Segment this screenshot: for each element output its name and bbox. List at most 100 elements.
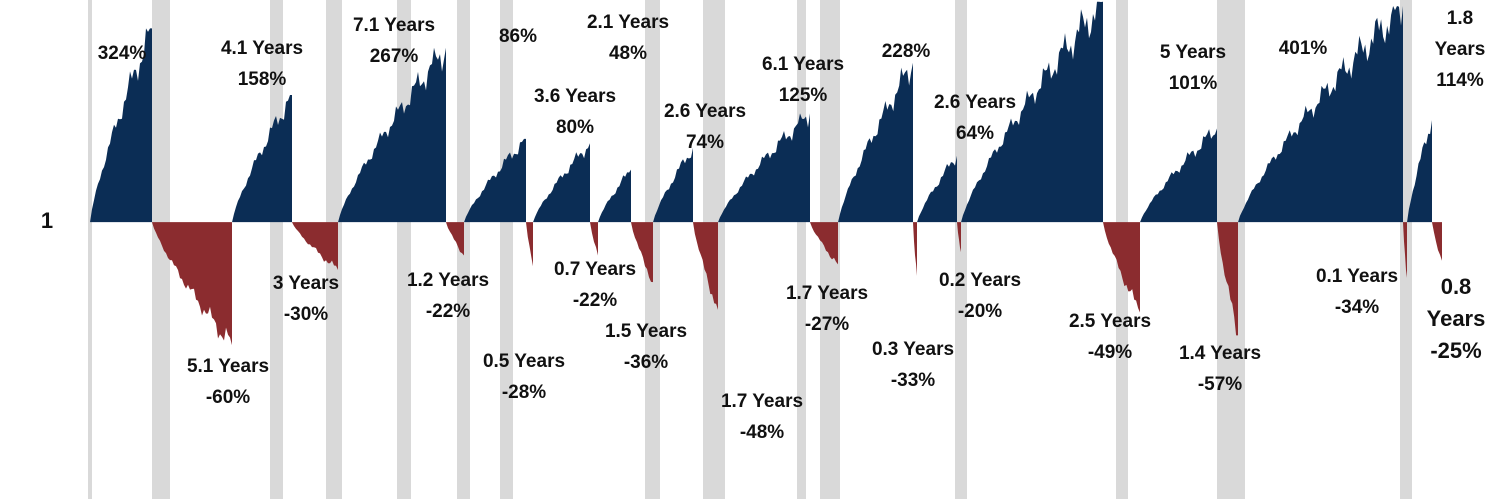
duration-label: 7.1 Years (352, 15, 436, 36)
bull-market-area (1238, 6, 1403, 223)
duration-label: 1.7 Years (720, 391, 804, 412)
duration-label: 0.8 Years (1426, 274, 1486, 331)
segment-label: 1.8 Years 114% (1428, 3, 1492, 96)
duration-label: 0.2 Years (938, 270, 1022, 291)
value-label: -34% (1334, 297, 1380, 318)
segment-label: 1.2 Years -22% (407, 265, 489, 327)
segment-label: 1.7 Years -48% (721, 386, 803, 448)
value-label: 64% (955, 123, 995, 144)
bear-market-area (957, 222, 961, 253)
value-label: 228% (881, 41, 931, 62)
segment-label: 324% (98, 38, 147, 69)
duration-label: 2.6 Years (933, 92, 1017, 113)
value-label: -33% (890, 370, 936, 391)
duration-label: 5 Years (1159, 42, 1227, 63)
bull-market-area (1140, 128, 1217, 223)
duration-label: 1.7 Years (785, 283, 869, 304)
segment-label: 3 Years -30% (273, 268, 339, 330)
bear-market-area (292, 222, 338, 270)
bull-market-area (653, 147, 693, 223)
segment-label: 228% (882, 36, 931, 67)
segment-label: 1.5 Years -36% (605, 316, 687, 378)
bear-market-area (526, 222, 533, 267)
value-label: 158% (237, 69, 287, 90)
segment-label: 2.5 Years -49% (1069, 306, 1151, 368)
duration-label: 0.1 Years (1315, 266, 1399, 287)
value-label: 401% (1278, 38, 1328, 59)
duration-label: 2.1 Years (586, 12, 670, 33)
value-label: -27% (804, 314, 850, 335)
duration-label: 2.6 Years (663, 101, 747, 122)
segment-label: 1.7 Years -27% (786, 278, 868, 340)
bear-market-area (913, 222, 917, 276)
duration-label: 0.3 Years (871, 339, 955, 360)
duration-label: 0.7 Years (553, 259, 637, 280)
duration-label: 3 Years (272, 273, 340, 294)
value-label: 48% (608, 43, 648, 64)
duration-label: 5.1 Years (186, 356, 270, 377)
bull-market-area (338, 47, 446, 223)
segment-label: 0.3 Years -33% (872, 334, 954, 396)
segment-label: 5 Years 101% (1160, 37, 1226, 99)
segment-label: 3.6 Years 80% (534, 81, 616, 143)
bull-market-area (232, 95, 292, 223)
segment-label: 2.1 Years 48% (587, 7, 669, 69)
bull-market-area (464, 138, 526, 223)
bull-market-area (917, 155, 957, 223)
value-label: -30% (283, 304, 329, 325)
y-tick-label: 1 (41, 208, 53, 233)
value-label: -49% (1087, 342, 1133, 363)
bear-market-area (446, 222, 464, 256)
value-label: 86% (498, 26, 538, 47)
value-label: 267% (369, 46, 419, 67)
value-label: 80% (555, 117, 595, 138)
segment-label: 401% (1279, 33, 1328, 64)
segment-label: 2.6 Years 64% (934, 87, 1016, 149)
segment-label: 86% (499, 21, 537, 52)
recession-band (397, 0, 411, 499)
duration-label: 3.6 Years (533, 86, 617, 107)
bear-market-area (693, 222, 718, 310)
bear-market-area (1103, 222, 1140, 313)
value-label: 324% (97, 43, 147, 64)
bear-market-area (1403, 222, 1407, 278)
recession-band (88, 0, 92, 499)
segment-label: 1.4 Years -57% (1179, 338, 1261, 400)
bull-market-area (598, 169, 631, 223)
value-label: -25% (1430, 338, 1482, 363)
segment-label: 5.1 Years -60% (187, 351, 269, 413)
bull-market-area (533, 143, 590, 223)
value-label: -22% (572, 290, 618, 311)
segment-label: 2.6 Years 74% (664, 96, 746, 158)
segment-label: 0.7 Years -22% (554, 254, 636, 316)
duration-label: 6.1 Years (761, 54, 845, 75)
bull-market-area (961, 1, 1103, 223)
value-label: 74% (685, 132, 725, 153)
recession-band (797, 0, 806, 499)
duration-label: 1.4 Years (1178, 343, 1262, 364)
value-label: -60% (205, 387, 251, 408)
value-label: 101% (1168, 73, 1218, 94)
value-label: -20% (957, 301, 1003, 322)
segment-label: 0.8 Years -25% (1424, 271, 1488, 367)
value-label: -48% (739, 422, 785, 443)
bear-market-area (631, 222, 653, 283)
recession-band (500, 0, 513, 499)
bear-market-area (590, 222, 598, 256)
bear-market-area (1217, 222, 1238, 336)
duration-label: 0.5 Years (482, 351, 566, 372)
duration-label: 2.5 Years (1068, 311, 1152, 332)
value-label: -36% (623, 352, 669, 373)
segment-label: 0.2 Years -20% (939, 265, 1021, 327)
value-label: 125% (778, 85, 828, 106)
bear-market-area (1432, 222, 1442, 261)
segment-label: 0.1 Years -34% (1316, 261, 1398, 323)
recession-band (152, 0, 170, 499)
segment-label: 6.1 Years 125% (762, 49, 844, 111)
duration-label: 1.5 Years (604, 321, 688, 342)
value-label: -28% (501, 382, 547, 403)
bull-market-area (838, 62, 913, 223)
value-label: -22% (425, 301, 471, 322)
